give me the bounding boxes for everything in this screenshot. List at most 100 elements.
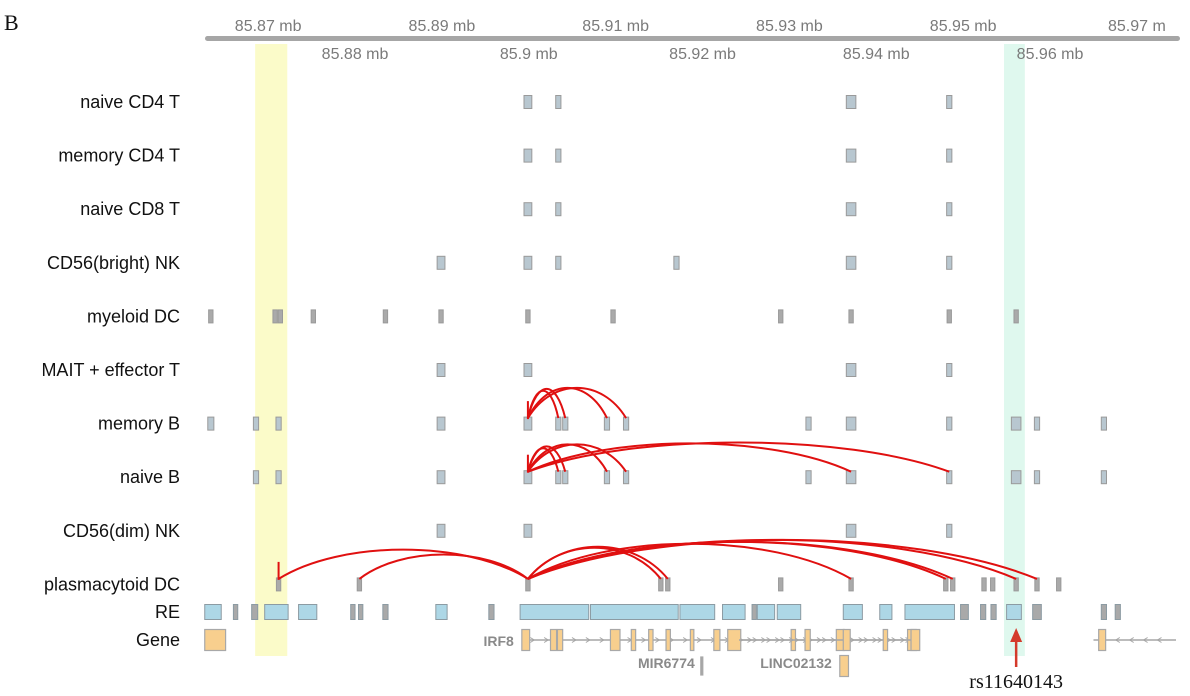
strand-arrow (1142, 637, 1148, 643)
peak (523, 523, 533, 538)
gene-exon (842, 628, 851, 652)
regulatory-element (488, 604, 495, 620)
gene-exon (648, 628, 654, 652)
regulatory-element (232, 604, 239, 620)
genomic-axis: 85.87 mb 85.89 mb 85.91 mb 85.93 mb 85.95 mb… (205, 18, 1180, 63)
link-arc (278, 548, 529, 580)
strand-arrow (761, 637, 767, 643)
regulatory-element (1100, 604, 1107, 620)
link-arc (527, 546, 662, 580)
axis-tick-label-top: 85.97 m (1108, 18, 1166, 35)
peak (1056, 577, 1062, 592)
gene-track: Gene IRF8 MIR6774 LINC02132 (136, 628, 1176, 678)
track-label: naive CD4 T (80, 92, 180, 112)
peak (436, 363, 446, 377)
peak (436, 523, 446, 538)
gene-exon (727, 628, 742, 652)
regulatory-element (435, 604, 448, 620)
axis-tick-label-bottom: 85.92 mb (669, 46, 736, 63)
peak (277, 309, 283, 324)
regulatory-element (589, 604, 679, 620)
peak (946, 202, 953, 217)
regulatory-element (1006, 604, 1022, 620)
peak (848, 577, 854, 592)
regulatory-element (264, 604, 289, 620)
peak (1034, 577, 1040, 592)
peak (555, 470, 562, 485)
regulatory-element-track: RE (155, 602, 1121, 622)
regulatory-element (756, 604, 776, 620)
regulatory-element (679, 604, 716, 620)
highlight-regions (255, 44, 1025, 656)
strand-arrow (788, 637, 795, 643)
gene-exon (556, 628, 564, 652)
peak (356, 577, 363, 592)
strand-arrow (696, 637, 702, 643)
strand-arrow (900, 637, 906, 643)
peak (778, 577, 784, 592)
link-arc (358, 553, 529, 580)
peak (523, 363, 533, 377)
peak (946, 148, 953, 163)
strand-arrow (858, 637, 864, 643)
gene-exon (549, 628, 558, 652)
peak (1010, 416, 1022, 431)
track-label: CD56(bright) NK (47, 253, 180, 273)
strand-arrow (641, 637, 647, 643)
peak (1010, 470, 1022, 485)
strand-arrow (682, 637, 689, 643)
peak (610, 309, 616, 324)
peak (555, 95, 562, 109)
peak (665, 577, 671, 592)
peak (658, 577, 664, 592)
regulatory-element (251, 604, 259, 620)
axis-bar (205, 36, 1180, 41)
snp-marker: rs11640143 (969, 628, 1063, 693)
peak (555, 255, 562, 270)
peak (946, 255, 953, 270)
peak (603, 416, 611, 431)
gene-exon (609, 628, 621, 652)
regulatory-element (980, 604, 987, 620)
peak (805, 470, 812, 485)
strand-arrow (1128, 637, 1134, 643)
regulatory-element (358, 604, 364, 620)
strand-arrow (585, 637, 591, 643)
peak (310, 309, 317, 324)
peak (845, 95, 857, 109)
link-arc (527, 545, 669, 580)
track-label: CD56(dim) NK (63, 521, 180, 541)
peak (805, 416, 812, 431)
peak (845, 202, 857, 217)
track-label: MAIT + effector T (41, 360, 180, 380)
axis-tick-label-bottom: 85.94 mb (843, 46, 910, 63)
gene-exon (839, 654, 850, 678)
peak (252, 470, 260, 485)
regulatory-element (879, 604, 893, 620)
peak (252, 416, 260, 431)
track-label: myeloid DC (87, 306, 180, 326)
track-label: naive B (120, 467, 180, 487)
peak (845, 523, 857, 538)
strand-arrow (872, 637, 878, 643)
peak (525, 309, 531, 324)
strand-arrow (774, 637, 781, 643)
peak (436, 416, 446, 431)
peak (438, 309, 444, 324)
snp-arrow-head (1010, 628, 1023, 642)
peak (946, 470, 953, 485)
link-arc (527, 538, 1017, 580)
track-label: plasmacytoid DC (44, 574, 180, 594)
gene-exon (882, 628, 889, 652)
peak (845, 363, 857, 377)
gene-name-label: MIR6774 (638, 655, 695, 671)
regulatory-element (751, 604, 757, 620)
strand-arrow (655, 637, 661, 643)
re-track-label: RE (155, 602, 180, 622)
track-labels: naive CD4 T memory CD4 T naive CD8 T CD56(b… (41, 92, 180, 594)
peak (207, 416, 215, 431)
peak (622, 470, 630, 485)
peak (845, 255, 857, 270)
atac-tracks (207, 95, 1107, 592)
